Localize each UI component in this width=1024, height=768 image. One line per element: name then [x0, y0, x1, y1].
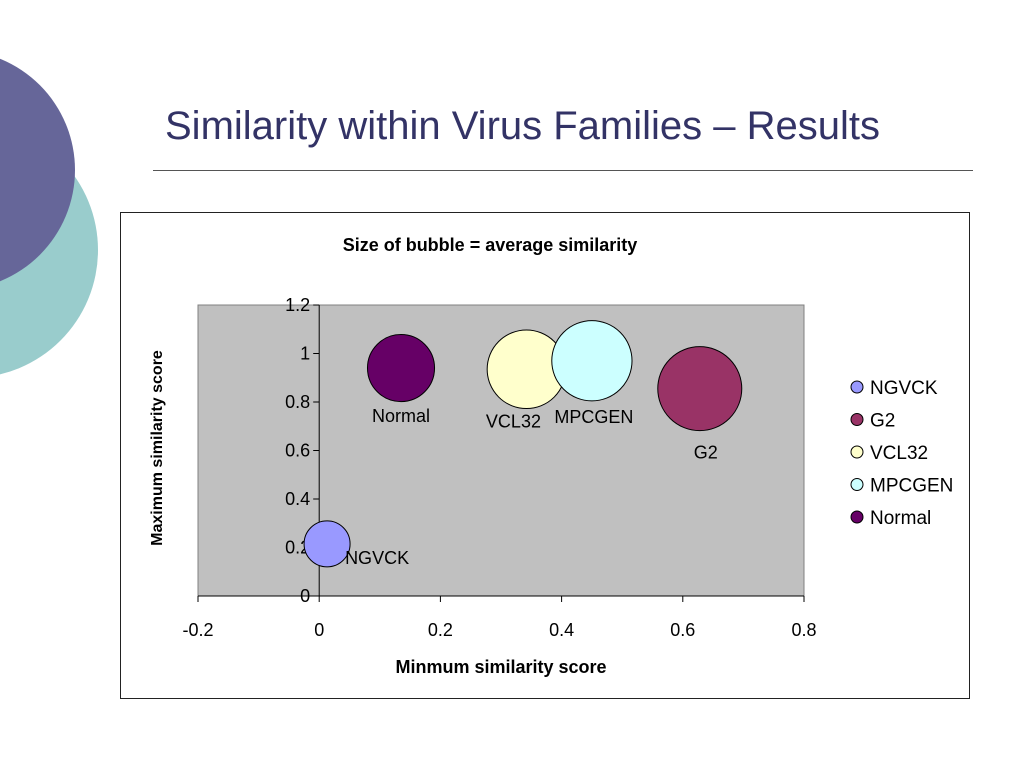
decorative-circles [0, 58, 98, 375]
y-tick-label: 1 [300, 344, 310, 364]
x-tick-label: 0.2 [428, 620, 453, 640]
legend-marker-vcl32 [850, 445, 864, 459]
slide-title: Similarity within Virus Families – Resul… [165, 104, 880, 148]
chart-title: Size of bubble = average similarity [343, 235, 638, 255]
legend-label-vcl32: VCL32 [870, 443, 928, 464]
purple-circle [0, 58, 75, 282]
y-tick-label: 0 [300, 586, 310, 606]
chart-frame: Size of bubble = average similarity 0 0.2… [120, 212, 970, 699]
bubble-normal [366, 334, 436, 403]
legend-label-ngvck: NGVCK [870, 378, 938, 399]
bubble-g2 [657, 346, 743, 432]
x-tick-label: 0.6 [670, 620, 695, 640]
bubbles: NGVCK G2 VCL32 MPCGEN Normal [303, 320, 743, 568]
legend-marker-g2 [850, 413, 864, 426]
y-axis-label: Maximum similarity score [149, 350, 166, 546]
x-axis-label: Minmum similarity score [395, 657, 606, 677]
x-tick-label: 0 [314, 620, 324, 640]
data-label-vcl32: VCL32 [486, 411, 541, 431]
y-tick-label: 0.4 [285, 489, 310, 509]
data-label-g2: G2 [694, 443, 718, 463]
legend-label-mpcgen: MPCGEN [870, 476, 953, 497]
y-tick-label: 0.6 [285, 441, 310, 461]
data-label-ngvck: NGVCK [345, 548, 409, 568]
y-tick-label: 0.8 [285, 392, 310, 412]
bubble-ngvck [303, 520, 351, 568]
x-tick-label: -0.2 [182, 620, 213, 640]
legend-label-g2: G2 [870, 411, 895, 432]
x-tick-label: 0.4 [549, 620, 574, 640]
legend-marker-normal [850, 510, 864, 524]
data-label-normal: Normal [372, 406, 430, 426]
bubble-mpcgen [551, 320, 633, 402]
title-divider [153, 170, 973, 171]
data-label-mpcgen: MPCGEN [554, 407, 633, 427]
legend-marker-ngvck [850, 380, 864, 394]
x-tick-label: 0.8 [791, 620, 816, 640]
legend-label-normal: Normal [870, 508, 931, 529]
legend-marker-mpcgen [850, 478, 864, 491]
legend: NGVCK G2 VCL32 MPCGEN Normal [850, 378, 953, 529]
bubble-chart: Size of bubble = average similarity 0 0.2… [149, 235, 953, 677]
y-tick-label: 1.2 [285, 295, 310, 315]
